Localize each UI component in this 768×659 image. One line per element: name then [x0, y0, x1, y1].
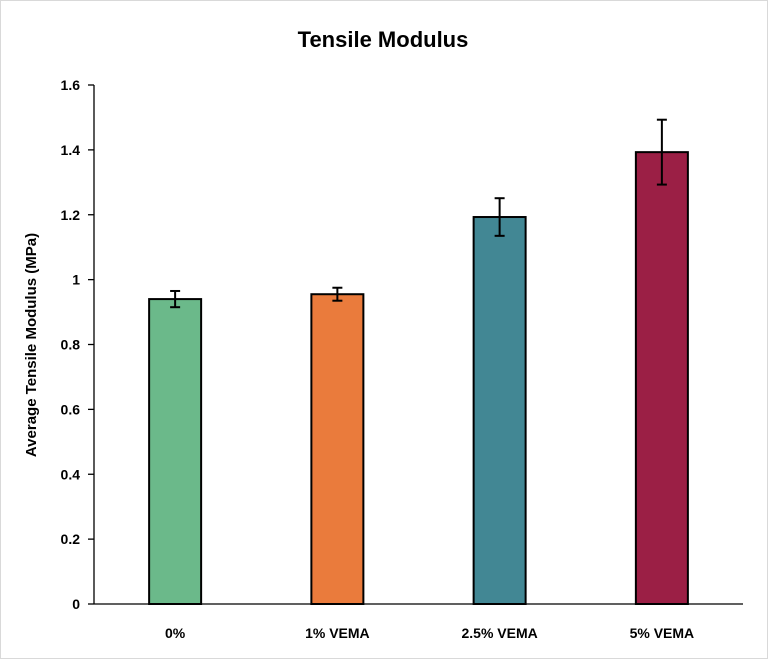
y-axis-label: Average Tensile Modulus (MPa)	[23, 233, 40, 457]
bar	[634, 151, 689, 605]
y-tick-label: 1.4	[61, 142, 81, 158]
x-tick-label: 1% VEMA	[305, 625, 370, 641]
x-tick-label: 5% VEMA	[630, 625, 695, 641]
y-tick-label: 0.6	[61, 401, 81, 417]
y-tick-label: 0.8	[61, 337, 81, 353]
y-tick-label: 0	[72, 596, 80, 612]
bar	[310, 293, 365, 605]
y-tick-label: 0.2	[61, 531, 81, 547]
y-tick-label: 1.6	[61, 77, 81, 93]
chart-title: Tensile Modulus	[298, 27, 469, 52]
y-tick-label: 0.4	[61, 466, 81, 482]
y-tick-label: 1.2	[61, 207, 81, 223]
x-tick-label: 0%	[165, 625, 186, 641]
y-tick-label: 1	[72, 272, 80, 288]
plot-area: 0 0.2 0.4 0.6 0.8 1 1.2 1.4 1.6 0% 1% VEMA 2.5% VEM…	[61, 77, 743, 641]
bar	[472, 216, 527, 605]
bar	[148, 298, 203, 605]
x-tick-label: 2.5% VEMA	[462, 625, 538, 641]
